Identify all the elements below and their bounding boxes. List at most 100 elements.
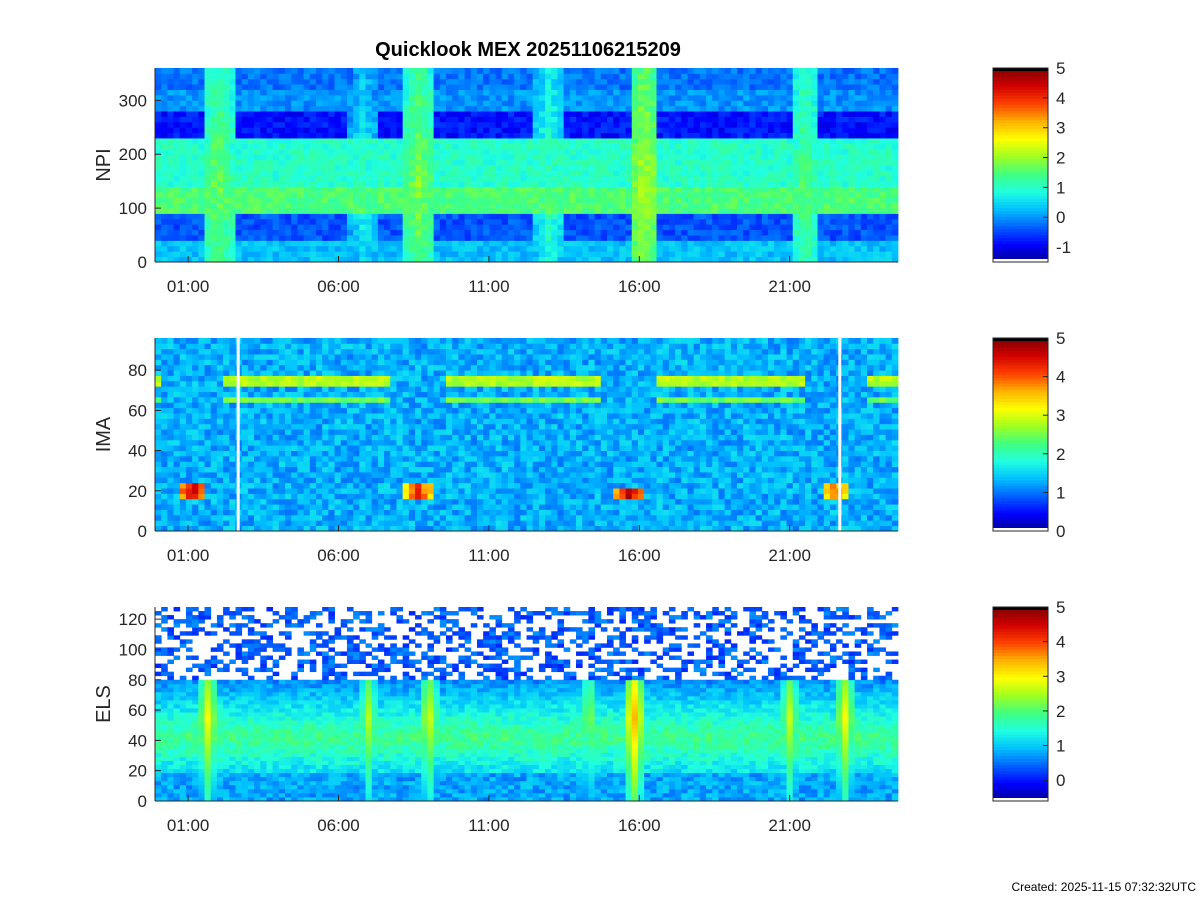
heatmap-cell: [155, 461, 162, 467]
heatmap-cell: [434, 214, 441, 220]
heatmap-cell: [508, 90, 515, 96]
heatmap-cell: [353, 214, 360, 220]
heatmap-cell: [229, 477, 236, 483]
heatmap-cell: [155, 117, 162, 123]
heatmap-cell: [520, 160, 527, 166]
heatmap-cell: [316, 143, 323, 149]
heatmap-cell: [192, 392, 199, 398]
heatmap-cell: [322, 224, 329, 230]
heatmap-cell: [186, 397, 193, 403]
heatmap-cell: [576, 240, 583, 246]
heatmap-cell: [260, 176, 267, 182]
heatmap-cell: [557, 117, 564, 123]
heatmap-cell: [359, 170, 366, 176]
heatmap-cell: [601, 235, 608, 241]
heatmap-cell: [229, 127, 236, 133]
heatmap-cell: [818, 230, 825, 236]
heatmap-cell: [229, 488, 236, 494]
heatmap-cell: [842, 127, 849, 133]
heatmap-cell: [644, 176, 651, 182]
heatmap-cell: [167, 68, 174, 74]
heatmap-cell: [223, 181, 230, 187]
heatmap-cell: [861, 214, 868, 220]
heatmap-cell: [557, 106, 564, 112]
heatmap-cell: [248, 214, 255, 220]
heatmap-cell: [564, 197, 571, 203]
heatmap-cell: [180, 251, 187, 257]
heatmap-cell: [675, 106, 682, 112]
heatmap-cell: [601, 90, 608, 96]
heatmap-cell: [328, 133, 335, 139]
heatmap-cell: [644, 181, 651, 187]
heatmap-cell: [861, 251, 868, 257]
heatmap-cell: [174, 251, 181, 257]
heatmap-cell: [619, 246, 626, 252]
heatmap-cell: [836, 240, 843, 246]
heatmap-cell: [242, 106, 249, 112]
heatmap-cell: [297, 122, 304, 128]
heatmap-cell: [452, 181, 459, 187]
heatmap-cell: [737, 214, 744, 220]
heatmap-cell: [638, 224, 645, 230]
heatmap-cell: [762, 95, 769, 101]
heatmap-cell: [415, 170, 422, 176]
heatmap-cell: [198, 246, 205, 252]
heatmap-cell: [378, 251, 385, 257]
heatmap-cell: [836, 73, 843, 79]
heatmap-cell: [607, 117, 614, 123]
heatmap-cell: [675, 214, 682, 220]
heatmap-cell: [557, 95, 564, 101]
heatmap-cell: [619, 235, 626, 241]
heatmap-cell: [700, 230, 707, 236]
heatmap-cell: [582, 251, 589, 257]
heatmap-cell: [520, 208, 527, 214]
heatmap-cell: [242, 111, 249, 117]
heatmap-cell: [335, 176, 342, 182]
heatmap-cell: [248, 90, 255, 96]
heatmap-cell: [867, 79, 874, 85]
heatmap-cell: [570, 176, 577, 182]
heatmap-cell: [737, 73, 744, 79]
heatmap-cell: [619, 219, 626, 225]
heatmap-cell: [440, 230, 447, 236]
heatmap-cell: [446, 79, 453, 85]
heatmap-cell: [756, 214, 763, 220]
heatmap-cell: [861, 122, 868, 128]
heatmap-cell: [291, 133, 298, 139]
heatmap-cell: [830, 224, 837, 230]
heatmap-cell: [192, 504, 199, 510]
heatmap-cell: [873, 68, 880, 74]
heatmap-cell: [873, 214, 880, 220]
heatmap-cell: [198, 386, 205, 392]
heatmap-cell: [353, 230, 360, 236]
heatmap-cell: [489, 246, 496, 252]
heatmap-cell: [805, 251, 812, 257]
heatmap-cell: [260, 192, 267, 198]
heatmap-cell: [749, 224, 756, 230]
heatmap-cell: [787, 95, 794, 101]
heatmap-cell: [205, 203, 212, 209]
heatmap-cell: [886, 100, 893, 106]
heatmap-cell: [242, 117, 249, 123]
heatmap-cell: [155, 343, 162, 349]
heatmap-cell: [409, 197, 416, 203]
heatmap-cell: [205, 424, 212, 430]
heatmap-cell: [186, 461, 193, 467]
heatmap-cell: [706, 143, 713, 149]
heatmap-cell: [161, 354, 168, 360]
heatmap-cell: [756, 203, 763, 209]
heatmap-cell: [427, 235, 434, 241]
heatmap-cell: [582, 68, 589, 74]
heatmap-cell: [607, 133, 614, 139]
heatmap-cell: [285, 127, 292, 133]
heatmap-cell: [824, 219, 831, 225]
heatmap-cell: [235, 214, 242, 220]
heatmap-cell: [174, 365, 181, 371]
heatmap-cell: [366, 122, 373, 128]
heatmap-cell: [514, 176, 521, 182]
heatmap-cell: [867, 73, 874, 79]
heatmap-cell: [434, 95, 441, 101]
heatmap-cell: [873, 187, 880, 193]
heatmap-cell: [285, 208, 292, 214]
heatmap-cell: [186, 499, 193, 505]
